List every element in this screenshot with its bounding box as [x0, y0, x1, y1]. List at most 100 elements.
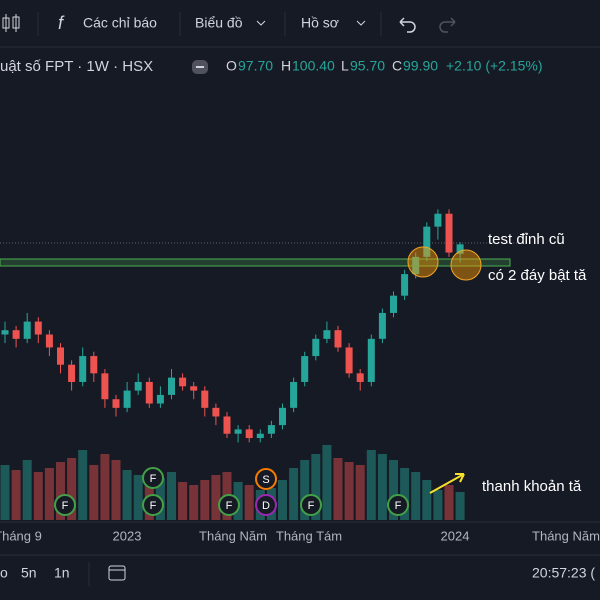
volume-bar: [167, 472, 176, 520]
volume-bar: [244, 485, 254, 520]
x-tick-label: Tháng Năm: [199, 528, 267, 543]
indicators-button[interactable]: Các chỉ báo: [83, 15, 157, 31]
arrow: [429, 473, 465, 494]
volume-bar: [89, 465, 99, 520]
legend: uật số FPT · 1W · HSX O 97.70 H 100.40 L…: [0, 58, 543, 75]
dropdown-arrow[interactable]: [356, 20, 366, 26]
candle-body: [279, 407, 286, 426]
candle-body: [123, 390, 131, 408]
candle-body: [212, 407, 220, 417]
clock: 20:57:23 (: [532, 565, 595, 581]
event-label: F: [308, 500, 315, 512]
range-button[interactable]: 5n: [21, 565, 37, 581]
fx-icon[interactable]: f: [58, 13, 65, 33]
annotation: thanh khoản tă: [482, 478, 582, 495]
event-marker[interactable]: [218, 494, 240, 516]
volume-bar: [322, 445, 332, 520]
dropdown-arrow[interactable]: [256, 20, 266, 26]
candle-body: [334, 330, 342, 348]
volume-bar: [278, 480, 287, 520]
volume-bar: [433, 490, 443, 520]
event-marker[interactable]: [54, 494, 76, 516]
profile-button[interactable]: Hồ sơ: [301, 15, 339, 31]
candle-body: [57, 347, 64, 365]
candle-body: [112, 399, 120, 408]
volume-bar: [400, 468, 410, 520]
candle-body: [90, 356, 98, 374]
event-marker[interactable]: [387, 494, 409, 516]
redo-button[interactable]: [439, 17, 456, 33]
volume-bar: [33, 472, 43, 520]
volume-bar: [422, 480, 432, 520]
volume-bar: [333, 458, 343, 520]
plot: F F F F S D F F: [0, 209, 465, 520]
candle-body: [45, 334, 53, 348]
candle-body: [156, 394, 164, 404]
volume-bar: [200, 480, 210, 520]
range-button[interactable]: 1n: [54, 565, 70, 581]
volume-bar: [377, 454, 387, 520]
candle-body: [12, 330, 20, 339]
candle-body: [145, 381, 153, 404]
legend-value: 95.70: [350, 58, 385, 74]
chart-menu-button[interactable]: Biểu đồ: [195, 15, 243, 31]
volume-bar: [111, 460, 121, 520]
legend-label: L: [341, 58, 349, 74]
volume-bar: [56, 462, 65, 520]
candle-body: [434, 213, 442, 227]
undo-button[interactable]: [399, 17, 416, 33]
x-tick-label: 2023: [113, 528, 142, 543]
event-label: D: [262, 500, 270, 512]
volume-bar: [355, 465, 365, 520]
candle-body: [312, 338, 320, 357]
volume-bar: [78, 450, 88, 520]
event-label: F: [150, 473, 157, 485]
volume-bar: [211, 475, 221, 520]
event-label: F: [395, 500, 402, 512]
candle-body: [367, 338, 375, 382]
candle-body: [323, 330, 331, 339]
candle-body: [445, 213, 453, 253]
event-marker[interactable]: [142, 494, 164, 516]
candle-icon: [2, 17, 10, 29]
x-tick-label: Tháng Tám: [276, 528, 342, 543]
volume-bar: [300, 460, 310, 520]
event-marker[interactable]: [255, 468, 277, 490]
candle-body: [79, 356, 87, 382]
candle-body: [245, 429, 253, 439]
candle-body: [134, 381, 142, 391]
annotation: test đỉnh cũ: [488, 231, 565, 248]
candle-body: [223, 416, 231, 434]
volume-bar: [411, 472, 421, 520]
volume-bar: [344, 462, 354, 520]
event-marker[interactable]: [255, 494, 277, 516]
candle-body: [101, 373, 109, 400]
candle-body: [356, 373, 364, 382]
candle-body: [267, 425, 275, 434]
event-label: F: [150, 500, 157, 512]
candle-body: [345, 347, 353, 374]
range-button[interactable]: o: [0, 565, 8, 581]
event-marker[interactable]: [142, 467, 164, 489]
candle-body: [168, 377, 175, 395]
event-label: S: [262, 474, 269, 486]
candle-body: [201, 390, 209, 408]
event-label: F: [226, 500, 233, 512]
candle-body: [456, 244, 464, 254]
volume-bar: [100, 454, 110, 520]
support-zone: [0, 258, 511, 267]
x-tick-label: 2024: [441, 528, 470, 543]
annotation: có 2 đáy bật tă: [488, 267, 587, 284]
legend-label: H: [281, 58, 291, 74]
event-label: F: [62, 500, 69, 512]
x-tick-label: Tháng Năm: [532, 528, 600, 543]
date-range-button[interactable]: [108, 565, 126, 581]
event-marker[interactable]: [300, 494, 322, 516]
candle-body: [179, 377, 187, 387]
volume-bar: [11, 470, 21, 520]
volume-bar: [455, 492, 465, 520]
candle-body: [34, 321, 42, 335]
